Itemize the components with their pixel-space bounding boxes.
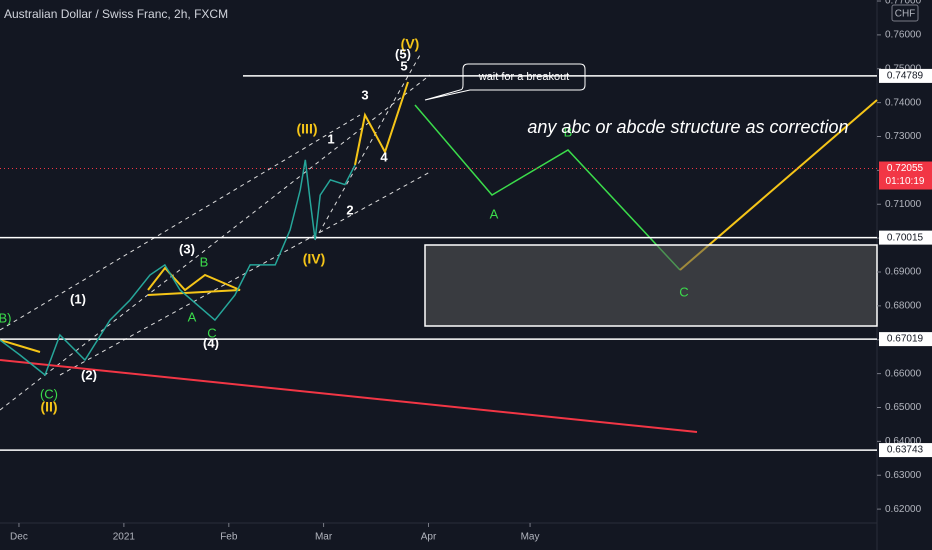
last-price-box (879, 161, 932, 190)
currency-box (891, 4, 919, 22)
wave-label: 3 (361, 87, 368, 102)
y-tick-label: 0.73000 (885, 131, 922, 142)
level-box (879, 332, 932, 347)
y-tick-label: 0.75000 (885, 63, 922, 74)
wave (0, 339, 41, 353)
wave-label: (IV) (303, 251, 326, 267)
projection (414, 104, 681, 271)
wave-label: C (679, 284, 688, 299)
wave-label: (4) (203, 335, 219, 350)
wave-label: 2 (346, 202, 353, 217)
countdown: 01:10:19 (886, 176, 925, 187)
y-tick-label: 0.66000 (885, 368, 922, 379)
channel (0, 114, 361, 331)
y-tick-label: 0.65000 (885, 402, 922, 413)
y-tick-label: 0.63000 (885, 470, 922, 481)
x-tick-label: Dec (10, 532, 28, 543)
wave-label: 1 (327, 131, 334, 146)
wave-label: C (207, 325, 216, 340)
wave-label: (3) (179, 241, 195, 256)
currency: CHF (895, 9, 916, 20)
drawings (0, 54, 878, 433)
level-box (879, 443, 932, 458)
wave (147, 266, 241, 296)
wave-label: A (490, 206, 499, 221)
y-tick-label: 0.62000 (885, 504, 922, 515)
wave-label: 5 (400, 58, 407, 73)
wave-label: (1) (70, 291, 86, 306)
last-price: 0.72055 (887, 163, 924, 174)
x-tick-label: Feb (220, 532, 238, 543)
x-tick-label: May (521, 532, 540, 543)
callout (424, 63, 586, 101)
level-label: 0.74789 (887, 71, 924, 82)
wave-label: B) (0, 310, 12, 325)
y-tick-label: 0.64000 (885, 436, 922, 447)
x-tick-label: 2021 (113, 532, 136, 543)
level-label: 0.63743 (887, 445, 924, 456)
callout-text: wait for a breakout (478, 71, 570, 83)
wave-label: B (564, 124, 573, 139)
wave-label: (5) (395, 46, 411, 61)
level-label: 0.67019 (887, 334, 924, 345)
zone (424, 244, 878, 327)
x-tick-label: Mar (315, 532, 333, 543)
wave-label: A (188, 309, 197, 324)
chart-title: Australian Dollar / Swiss Franc, 2h, FXC… (4, 7, 228, 21)
price-line (0, 159, 356, 377)
wave-label: 4 (380, 149, 388, 164)
level-box (879, 230, 932, 245)
y-tick-label: 0.69000 (885, 267, 922, 278)
y-tick-label: 0.74000 (885, 97, 922, 108)
y-tick-label: 0.68000 (885, 301, 922, 312)
wave-label: B (200, 254, 209, 269)
trendline (0, 359, 698, 433)
projection (679, 99, 878, 271)
note: any abc or abcde structure as correction (527, 117, 848, 137)
wave-label: (II) (40, 399, 57, 415)
x-tick-label: Apr (421, 532, 437, 543)
y-tick-label: 0.77000 (885, 0, 922, 7)
wave-label: (2) (81, 367, 97, 382)
channel (314, 54, 421, 241)
wave (354, 81, 409, 166)
y-tick-label: 0.76000 (885, 30, 922, 41)
wave-label: (C) (40, 386, 58, 401)
wave-label: (III) (297, 121, 318, 137)
level-box (879, 68, 932, 83)
level-label: 0.70015 (887, 232, 924, 243)
wave-label: (V) (401, 36, 420, 52)
channel (0, 74, 431, 411)
y-tick-label: 0.71000 (885, 199, 922, 210)
